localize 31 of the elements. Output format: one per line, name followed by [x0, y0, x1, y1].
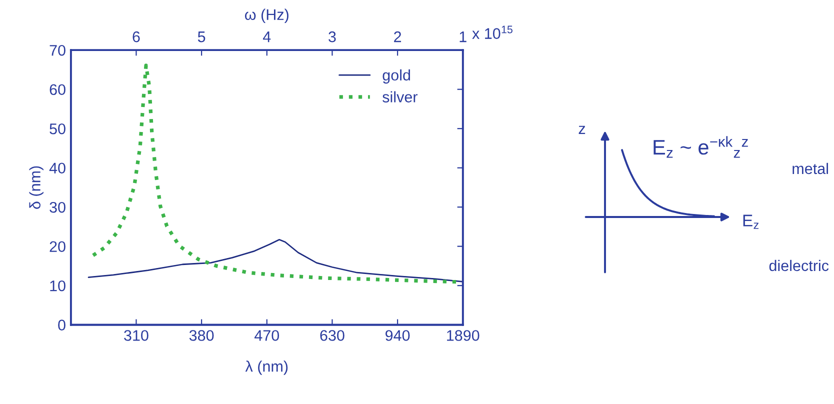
y-tick-label: 60 [50, 84, 66, 96]
y-tick-label: 70 [50, 44, 66, 56]
text: E$_{z}$ ~ e$^{−κk}$$_{z}$$^{z}$ [654, 136, 748, 158]
x2-tick-label: 1 [460, 32, 466, 42]
x-tick-label: 470 [254, 330, 280, 341]
legend-label: silver [382, 91, 418, 102]
y-tick-label: 20 [50, 241, 66, 252]
y-tick-label: 30 [50, 202, 66, 213]
text: dielectric [769, 260, 829, 272]
legend-label: gold [382, 69, 410, 84]
x2-axis-title: ω (Hz) [244, 8, 288, 24]
text: metal [792, 162, 828, 174]
y-tick-label: 50 [50, 123, 66, 134]
x2-tick-label: 3 [328, 31, 336, 42]
text: z [578, 126, 586, 134]
x-tick-label: 1890 [447, 330, 480, 341]
x-tick-label: 380 [189, 330, 214, 341]
y-tick-label: 0 [58, 320, 66, 330]
text: x 10$^{15}$ [472, 26, 512, 39]
text: E$_{z}$ [743, 214, 759, 229]
x-tick-label: 630 [320, 330, 344, 341]
x2-tick-label: 5 [198, 32, 206, 42]
y-tick-label: 40 [49, 162, 66, 174]
y-tick-label: 10 [50, 280, 66, 292]
x2-tick-label: 2 [394, 31, 402, 42]
x-tick-label: 940 [386, 330, 410, 341]
x-tick-label: 310 [124, 330, 148, 341]
y-axis-title: δ (nm) [29, 166, 44, 209]
x2-tick-label: 4 [262, 32, 271, 42]
x2-tick-label: 6 [132, 31, 140, 42]
x-axis-title: λ (nm) [245, 360, 288, 375]
